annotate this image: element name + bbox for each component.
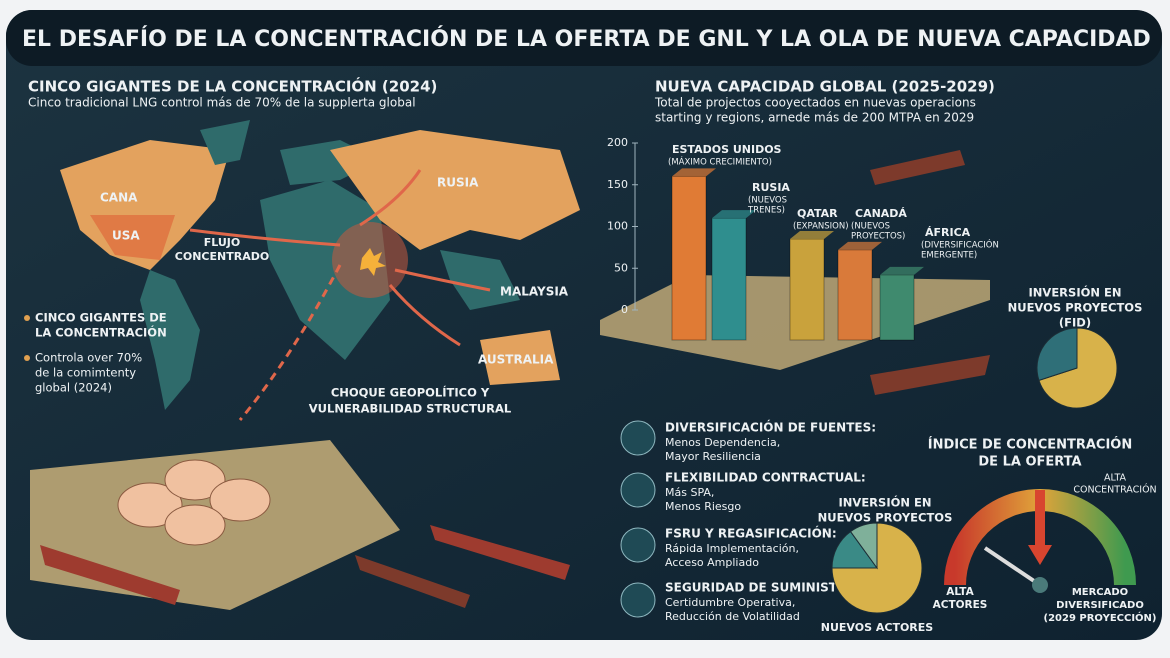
y-tick-label: 0 bbox=[621, 303, 628, 316]
pie-slice bbox=[1036, 327, 1078, 381]
bar-note: (EXPANSION) bbox=[793, 222, 849, 232]
feature-text: Acceso Ampliado bbox=[665, 556, 759, 569]
bar-top bbox=[790, 231, 834, 240]
bar bbox=[879, 274, 915, 341]
flow-label: FLUJO bbox=[204, 236, 241, 249]
gauge-left: ACTORES bbox=[933, 599, 988, 611]
pie-slice bbox=[849, 522, 878, 570]
bullet-text: de la comimtenty bbox=[35, 366, 136, 380]
bar bbox=[671, 175, 707, 341]
shock-label: VULNERABILIDAD STRUCTURAL bbox=[309, 402, 512, 416]
bullet-text: LA CONCENTRACIÓN bbox=[35, 325, 167, 340]
fid-label: NUEVOS PROYECTOS bbox=[1008, 301, 1143, 315]
gauge-right: (2029 PROYECCIÓN) bbox=[1044, 611, 1157, 624]
gauge-right: MERCADO bbox=[1072, 587, 1128, 598]
bar-top bbox=[838, 241, 882, 250]
feature-text: Certidumbre Operativa, bbox=[665, 596, 795, 609]
gauge-needle bbox=[983, 546, 1042, 587]
bullet-text: CINCO GIGANTES DE bbox=[35, 311, 167, 325]
bar-label: ESTADOS UNIDOS bbox=[672, 143, 782, 156]
bar-label: CANADÁ bbox=[855, 207, 907, 220]
feature-title: DIVERSIFICACIÓN DE FUENTES: bbox=[665, 420, 876, 435]
gauge-high: CONCENTRACIÓN bbox=[1073, 484, 1156, 496]
y-tick-label: 150 bbox=[607, 178, 628, 191]
feature-title: FLEXIBILIDAD CONTRACTUAL: bbox=[665, 471, 866, 485]
pie-slice bbox=[831, 522, 923, 614]
bar-top bbox=[880, 266, 924, 275]
feature-text: Más SPA, bbox=[665, 486, 714, 499]
gauge-arrow bbox=[1028, 490, 1052, 565]
feature-text: Reducción de Volatilidad bbox=[665, 610, 800, 623]
right-subtitle: Total de projectos cooyectados en nuevas… bbox=[654, 96, 976, 110]
y-tick-label: 50 bbox=[614, 261, 628, 274]
left-heading: CINCO GIGANTES DE LA CONCENTRACIÓN (2024… bbox=[28, 77, 437, 96]
bar-label: RUSIA bbox=[752, 181, 790, 194]
bar-note: (MÁXIMO CRECIMIENTO) bbox=[668, 156, 772, 168]
bar-label: QATAR bbox=[797, 207, 838, 220]
bar-note: (NUEVOS bbox=[748, 196, 787, 206]
header-bar bbox=[6, 10, 1162, 66]
bar-note: (NUEVOS bbox=[851, 222, 890, 232]
bar-top bbox=[672, 168, 716, 177]
pie-slice bbox=[1038, 327, 1118, 409]
bar-top bbox=[712, 210, 756, 219]
bar-note: (DIVERSIFICACIÓN bbox=[921, 239, 999, 251]
right-subtitle: starting y regions, arnede más de 200 MT… bbox=[655, 111, 974, 125]
shock-label: CHOQUE GEOPOLÍTICO Y bbox=[331, 385, 490, 400]
map-label: RUSIA bbox=[437, 176, 479, 190]
bar-note: PROYECTOS) bbox=[851, 232, 905, 242]
bar-note: EMERGENTE) bbox=[921, 251, 977, 261]
investment-label: INVERSIÓN EN bbox=[839, 495, 932, 510]
map-label: USA bbox=[112, 229, 140, 243]
map-label: CANA bbox=[100, 191, 138, 205]
map-label: MALAYSIA bbox=[500, 285, 569, 299]
feature-title: SEGURIDAD DE SUMINISTRO: bbox=[665, 581, 861, 595]
left-subtitle: Cinco tradicional LNG control más de 70%… bbox=[28, 96, 416, 110]
flow-label: CONCENTRADO bbox=[175, 250, 269, 263]
bullet-dot bbox=[24, 355, 30, 361]
bullet-text: Controla over 70% bbox=[35, 351, 142, 365]
bar-label: ÁFRICA bbox=[925, 226, 971, 239]
gauge-hub bbox=[1032, 577, 1048, 593]
feature-text: Menos Dependencia, bbox=[665, 436, 780, 449]
fid-label: INVERSIÓN EN bbox=[1029, 285, 1122, 300]
right-heading: NUEVA CAPACIDAD GLOBAL (2025-2029) bbox=[655, 78, 995, 96]
bar bbox=[837, 249, 873, 341]
lng-tanks bbox=[117, 459, 271, 546]
investment-label: NUEVOS PROYECTOS bbox=[818, 511, 953, 525]
y-tick-label: 100 bbox=[607, 220, 628, 233]
gauge-right: DIVERSIFICADO bbox=[1056, 600, 1144, 611]
bullet-text: global (2024) bbox=[35, 381, 112, 395]
title: EL DESAFÍO DE LA CONCENTRACIÓN DE LA OFE… bbox=[22, 26, 1151, 52]
gauge-high: ALTA bbox=[1104, 473, 1127, 484]
flow-arrows bbox=[189, 169, 491, 421]
y-tick-label: 200 bbox=[607, 136, 628, 149]
feature-text: Rápida Implementación, bbox=[665, 542, 799, 555]
gauge-title: DE LA OFERTA bbox=[978, 455, 1081, 470]
feature-text: Mayor Resiliencia bbox=[665, 450, 761, 463]
bar bbox=[711, 217, 747, 341]
map-label: AUSTRALIA bbox=[478, 353, 554, 367]
explosion-icon bbox=[360, 248, 386, 276]
feature-text: Menos Riesgo bbox=[665, 500, 741, 513]
gauge-left: ALTA bbox=[946, 586, 974, 598]
gauge-title: ÍNDICE DE CONCENTRACIÓN bbox=[928, 437, 1133, 453]
bar bbox=[789, 238, 825, 341]
bullet-dot bbox=[24, 315, 30, 321]
feature-title: FSRU Y REGASIFICACIÓN: bbox=[665, 526, 837, 541]
investment-footer: NUEVOS ACTORES bbox=[821, 621, 934, 634]
ships bbox=[40, 150, 990, 608]
feature-icons bbox=[620, 420, 656, 618]
bar-note: TRENES) bbox=[747, 206, 785, 216]
fid-label: (FID) bbox=[1059, 316, 1091, 330]
